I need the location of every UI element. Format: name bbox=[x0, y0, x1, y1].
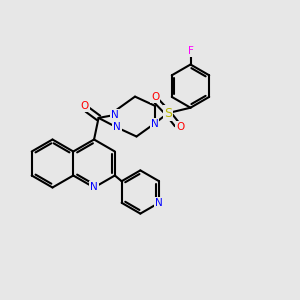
Text: N: N bbox=[90, 182, 98, 193]
Text: O: O bbox=[176, 122, 185, 132]
Text: N: N bbox=[111, 110, 119, 120]
Text: S: S bbox=[164, 106, 172, 120]
Text: F: F bbox=[188, 46, 194, 56]
Text: O: O bbox=[151, 92, 159, 102]
Text: N: N bbox=[155, 198, 163, 208]
Text: O: O bbox=[81, 101, 89, 111]
Text: N: N bbox=[113, 122, 121, 133]
Text: N: N bbox=[151, 118, 158, 129]
